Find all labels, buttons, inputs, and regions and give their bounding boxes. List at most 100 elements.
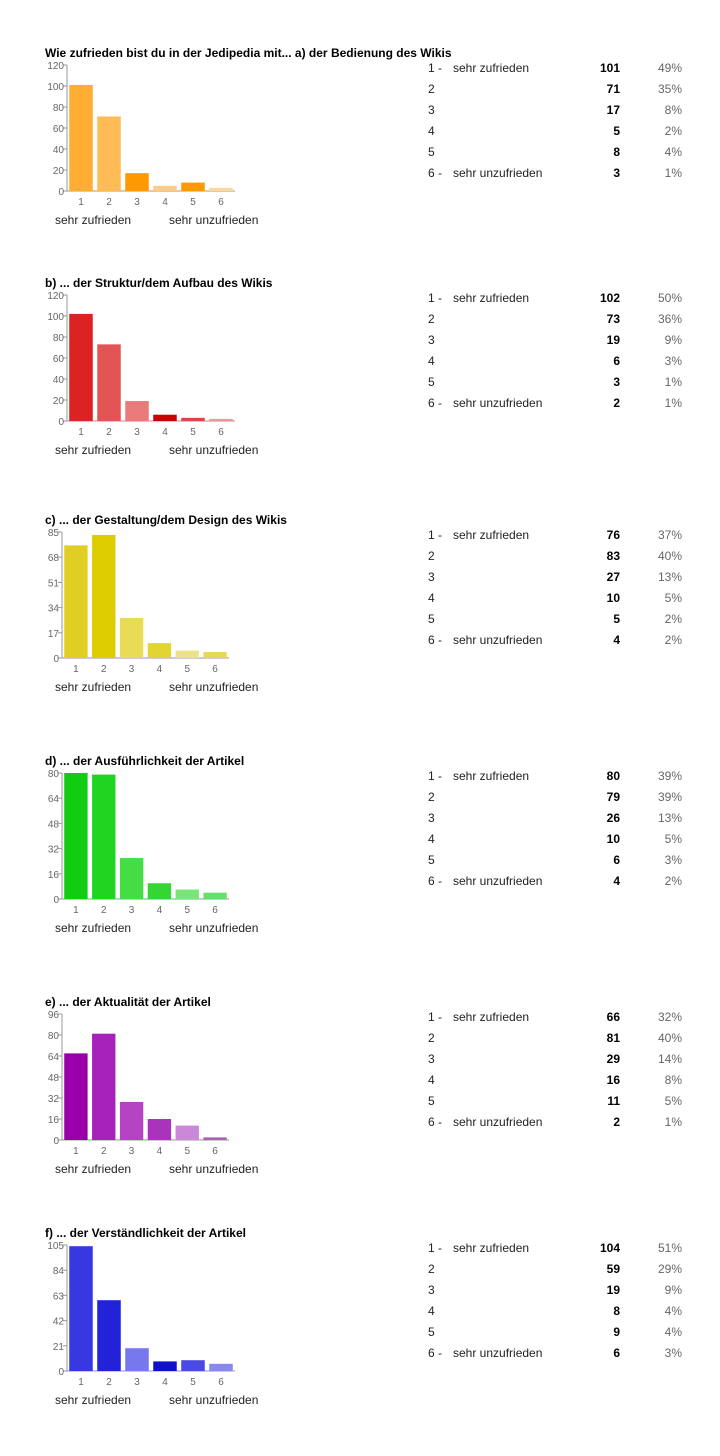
survey-question-block: Wie zufrieden bist du in der Jedipedia m… [0,46,720,276]
x-tick-label: 6 [212,1146,218,1157]
scale-text: sehr zufrieden [453,528,530,542]
results-row: 5 11 5% [428,1094,688,1115]
scale-text: sehr zufrieden [453,1241,530,1255]
scale-end-label-left: sehr zufrieden [55,680,132,694]
y-tick-label: 0 [53,654,59,665]
bar [64,545,88,658]
response-count: 3 [613,166,620,180]
y-tick-label: 20 [53,166,65,177]
bar [125,401,149,421]
response-percent: 9% [664,1283,682,1297]
y-tick-label: 85 [48,528,60,539]
x-tick-label: 2 [106,197,112,208]
bar [209,418,233,421]
response-count: 6 [613,1346,620,1360]
x-tick-label: 4 [162,197,168,208]
results-row: 5 8 4% [428,145,688,166]
response-count: 104 [599,1241,620,1255]
results-row: 1 - sehr zufrieden 104 51% [428,1241,688,1262]
response-percent: 3% [664,354,682,368]
x-tick-label: 5 [184,1146,190,1157]
results-row: 5 6 3% [428,853,688,874]
results-row: 5 3 1% [428,375,688,396]
y-tick-label: 80 [53,103,65,114]
x-tick-label: 4 [157,905,163,916]
response-percent: 1% [664,375,682,389]
x-tick-label: 3 [129,1146,135,1157]
x-tick-label: 2 [101,905,107,916]
bar [92,534,116,658]
response-count: 4 [613,633,620,647]
response-count: 71 [606,82,620,96]
x-tick-label: 3 [129,664,135,675]
y-tick-label: 32 [48,1094,60,1105]
results-row: 4 10 5% [428,591,688,612]
results-row: 5 9 4% [428,1325,688,1346]
x-tick-label: 5 [190,1377,196,1388]
x-tick-label: 5 [190,197,196,208]
bar-chart: 0 20 40 60 80 100 120 1 2 3 4 5 6 [47,291,235,438]
bar [92,774,116,899]
y-tick-label: 0 [58,187,64,198]
scale-number: 3 [428,1052,435,1066]
bar [181,182,205,191]
scale-text: sehr unzufrieden [453,874,543,888]
scale-number: 6 - [428,1115,443,1129]
results-row: 3 26 13% [428,811,688,832]
response-count: 6 [613,853,620,867]
y-tick-label: 16 [48,870,60,881]
response-percent: 39% [657,790,682,804]
x-tick-label: 6 [218,427,224,438]
scale-number: 5 [428,145,435,159]
response-percent: 2% [664,633,682,647]
results-row: 6 - sehr unzufrieden 2 1% [428,396,688,417]
scale-number: 6 - [428,633,443,647]
scale-end-label-right: sehr unzufrieden [169,680,259,694]
response-count: 17 [606,103,620,117]
bar [147,883,172,899]
x-tick-label: 3 [134,1377,140,1388]
y-tick-label: 60 [53,354,65,365]
y-tick-label: 17 [48,629,60,640]
response-count: 10 [606,591,620,605]
results-table: 1 - sehr zufrieden 102 50% 2 73 36% 3 19 9% 4 6 3% 5 3… [428,291,688,417]
results-row: 5 5 2% [428,612,688,633]
scale-number: 2 [428,790,435,804]
response-count: 66 [606,1010,620,1024]
response-percent: 39% [657,769,682,783]
bar [64,773,88,899]
scale-end-label-right: sehr unzufrieden [169,1162,259,1176]
y-tick-label: 34 [48,604,60,615]
response-percent: 13% [657,570,682,584]
y-tick-label: 120 [47,61,64,72]
response-percent: 1% [664,1115,682,1129]
bar [175,650,199,658]
x-tick-label: 3 [134,427,140,438]
y-tick-label: 0 [58,417,64,428]
response-percent: 13% [657,811,682,825]
results-table: 1 - sehr zufrieden 66 32% 2 81 40% 3 29 14% 4 16 8% 5… [428,1010,688,1136]
response-percent: 3% [664,1346,682,1360]
question-title: e) ... der Aktualität der Artikel [45,995,211,1009]
results-row: 6 - sehr unzufrieden 3 1% [428,166,688,187]
response-percent: 1% [664,166,682,180]
y-tick-label: 0 [53,895,59,906]
scale-number: 1 - [428,528,443,542]
bar [92,1033,116,1140]
response-count: 6 [613,354,620,368]
response-percent: 8% [664,103,682,117]
results-row: 2 73 36% [428,312,688,333]
y-tick-label: 42 [53,1317,65,1328]
response-percent: 1% [664,396,682,410]
response-percent: 37% [657,528,682,542]
response-percent: 36% [657,312,682,326]
scale-end-label-right: sehr unzufrieden [169,1393,259,1407]
scale-number: 2 [428,82,435,96]
response-count: 5 [613,612,620,626]
scale-number: 3 [428,333,435,347]
scale-number: 1 - [428,61,443,75]
bar [147,643,172,658]
y-tick-label: 80 [48,769,60,780]
x-tick-label: 5 [184,664,190,675]
